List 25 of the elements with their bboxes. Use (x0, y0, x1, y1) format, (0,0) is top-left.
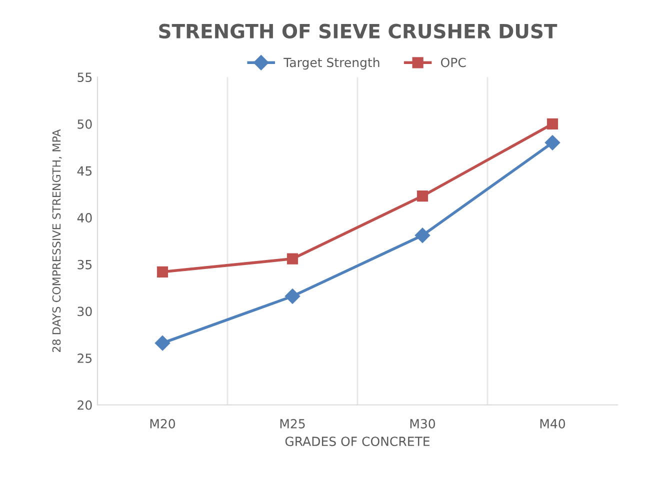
point (414, 228, 430, 243)
x-tick-label: M40 (540, 418, 566, 428)
y-axis-title: 28 DAYS COMPRESSIVE STRENGTH, MPA (52, 129, 62, 352)
point (284, 288, 300, 304)
point (154, 336, 170, 351)
point (544, 135, 560, 150)
legend-label: OPC (441, 58, 466, 68)
y-tick-label: 35 (78, 260, 92, 270)
y-tick-label: 30 (78, 306, 92, 316)
y-tick-label: 50 (78, 119, 92, 129)
x-tick-label: M30 (410, 418, 436, 428)
y-tick-label: 55 (78, 72, 92, 82)
chart-title: STRENGTH OF SIEVE CRUSHER DUST (159, 24, 558, 39)
y-tick-label: 25 (78, 354, 92, 363)
x-tick-label: M20 (150, 418, 176, 428)
point (416, 190, 428, 202)
x-axis-title: GRADES OF CONCRETE (285, 436, 430, 446)
legend-label: Target Strength (284, 58, 380, 70)
y-tick-label: 20 (78, 400, 92, 410)
y-tick-label: 40 (77, 213, 92, 223)
point (286, 253, 298, 264)
y-tick-label: 45 (77, 166, 92, 176)
point (156, 266, 168, 278)
point (546, 118, 558, 130)
x-tick-label: M25 (280, 418, 305, 428)
